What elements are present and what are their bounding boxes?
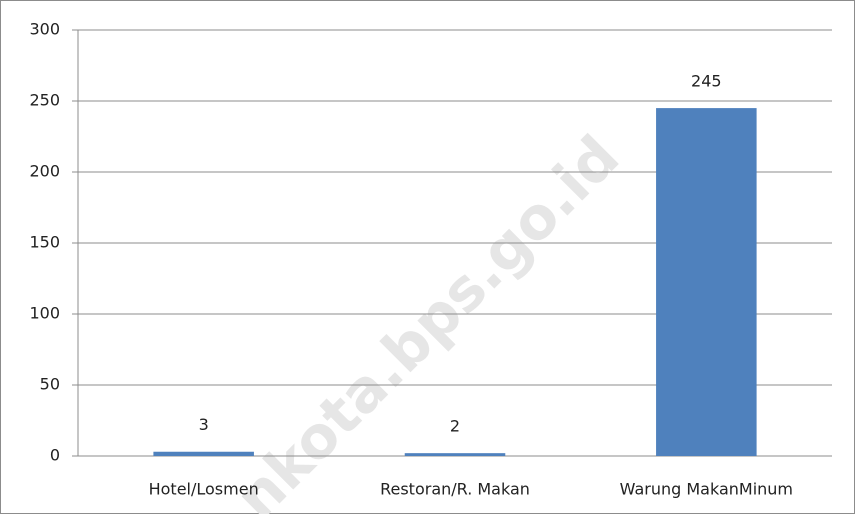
y-tick-label: 50	[40, 375, 60, 394]
data-label: 2	[450, 417, 460, 436]
bar	[153, 451, 254, 456]
x-tick-label: Hotel/Losmen	[149, 480, 259, 499]
data-label: 3	[199, 415, 209, 434]
y-tick-label: 100	[29, 304, 60, 323]
y-tick-label: 0	[50, 446, 60, 465]
bar	[656, 108, 757, 456]
y-tick-label: 250	[29, 91, 60, 110]
y-tick-label: 300	[29, 20, 60, 39]
y-tick-label: 150	[29, 233, 60, 252]
y-tick-label: 200	[29, 162, 60, 181]
x-tick-label: Warung MakanMinum	[620, 480, 793, 499]
data-label: 245	[691, 72, 722, 91]
x-tick-label: Restoran/R. Makan	[380, 480, 530, 499]
bar	[404, 453, 506, 456]
